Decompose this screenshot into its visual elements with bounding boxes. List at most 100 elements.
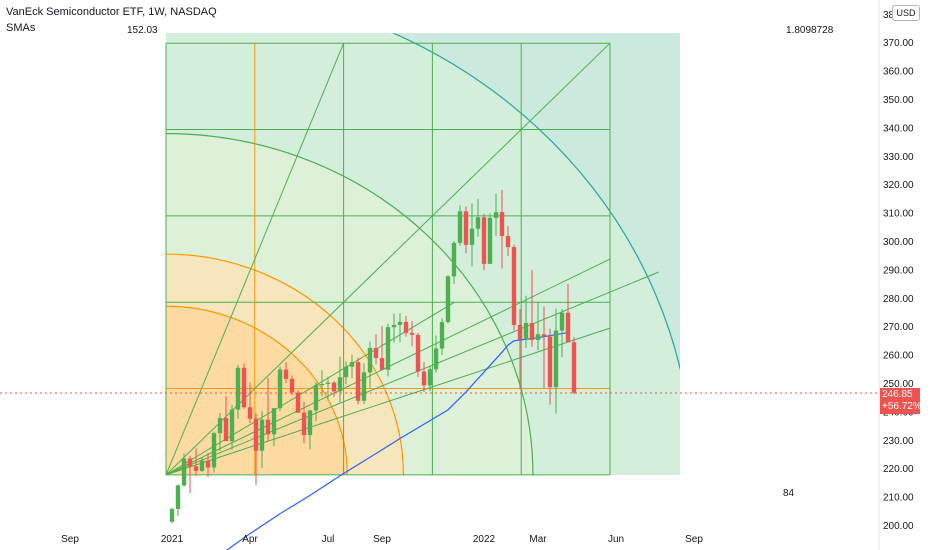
candle-body xyxy=(325,382,331,384)
candle-body xyxy=(523,322,529,340)
currency-button[interactable]: USD xyxy=(892,5,920,21)
candle-body xyxy=(181,458,187,486)
x-tick-label: Apr xyxy=(242,534,258,545)
y-tick-label: 230.00 xyxy=(883,436,914,447)
y-tick-label: 300.00 xyxy=(883,237,914,248)
y-tick-label: 350.00 xyxy=(883,95,914,106)
sma-line xyxy=(225,332,569,550)
candle-body xyxy=(463,211,469,245)
candle-body xyxy=(289,378,295,393)
candle-body xyxy=(241,367,247,408)
candle-body xyxy=(385,327,391,370)
gann-label-top-right: 1.8098728 xyxy=(786,25,834,36)
candle-body xyxy=(313,385,319,411)
candle-body xyxy=(205,460,211,468)
price-axis: 200.00210.00220.00230.00240.00250.00260.… xyxy=(878,0,932,550)
candle-body xyxy=(553,330,559,388)
candle-body xyxy=(355,362,361,401)
candle-body xyxy=(451,242,457,277)
candle-body xyxy=(229,409,235,442)
candle-body xyxy=(343,366,349,378)
candle-body xyxy=(469,228,475,245)
candle-body xyxy=(403,321,409,333)
x-tick-label: Sep xyxy=(61,534,79,545)
time-axis: Sep 2021 Apr Jul Sep 2022 Mar Jun Sep xyxy=(61,534,703,545)
candle-body xyxy=(235,367,241,410)
candle-body xyxy=(559,312,565,331)
candle-body xyxy=(265,419,271,435)
candle-body xyxy=(427,369,433,386)
candle-body xyxy=(493,212,499,218)
y-tick-label: 260.00 xyxy=(883,351,914,362)
last-price-badge: 246.85 +56.72% xyxy=(880,388,922,414)
candle-body xyxy=(169,508,175,522)
gann-arc xyxy=(166,133,534,475)
gann-arc xyxy=(166,305,348,475)
candle-body xyxy=(499,212,505,237)
candle-body xyxy=(187,458,193,467)
candle-body xyxy=(529,322,535,340)
candle-body xyxy=(505,236,511,248)
gann-fan-line xyxy=(165,327,611,476)
candle-body xyxy=(361,372,367,401)
y-tick-label: 290.00 xyxy=(883,265,914,276)
candle-body xyxy=(337,377,343,392)
price-change: +56.72% xyxy=(882,401,922,412)
candle-body xyxy=(247,407,253,419)
gann-fan-line xyxy=(165,43,345,476)
y-tick-label: 280.00 xyxy=(883,294,914,305)
candle-body xyxy=(277,369,283,409)
y-tick-label: 220.00 xyxy=(883,464,914,475)
gann-arc xyxy=(391,33,680,371)
candle-body xyxy=(415,334,421,372)
candle-body xyxy=(397,321,403,325)
y-tick-label: 330.00 xyxy=(883,152,914,163)
y-tick-label: 250.00 xyxy=(883,379,914,390)
candle-body xyxy=(409,332,415,335)
candle-body xyxy=(295,392,301,413)
candle-body xyxy=(199,460,205,471)
candle-body xyxy=(535,334,541,340)
y-tick-label: 270.00 xyxy=(883,322,914,333)
candle-body xyxy=(571,342,577,393)
candle-body xyxy=(481,217,487,264)
x-tick-label: 2022 xyxy=(473,534,496,545)
candle-body xyxy=(373,347,379,359)
x-tick-label: 2021 xyxy=(161,534,184,545)
candle-body xyxy=(175,485,181,509)
candle-body xyxy=(565,312,571,343)
candle-body xyxy=(283,369,289,379)
x-tick-label: Sep xyxy=(685,534,703,545)
candle-body xyxy=(457,211,463,243)
y-tick-label: 200.00 xyxy=(883,521,914,532)
candle-body xyxy=(511,247,517,325)
y-tick-label: 310.00 xyxy=(883,209,914,220)
y-tick-label: 340.00 xyxy=(883,123,914,134)
candle-body xyxy=(445,276,451,323)
x-tick-label: Sep xyxy=(373,534,391,545)
candle-body xyxy=(271,408,277,435)
x-tick-label: Mar xyxy=(529,534,547,545)
chart-title: VanEck Semiconductor ETF, 1W, NASDAQ xyxy=(6,6,217,18)
gann-label-top-left: 152.03 xyxy=(127,25,158,36)
candle-body xyxy=(379,358,385,370)
candle-body xyxy=(421,371,427,386)
y-tick-label: 360.00 xyxy=(883,67,914,78)
last-price: 246.85 xyxy=(882,389,913,400)
candle-body xyxy=(439,322,445,349)
candle-body xyxy=(487,217,493,264)
candle-body xyxy=(253,418,259,451)
y-tick-label: 210.00 xyxy=(883,493,914,504)
candle-body xyxy=(331,382,337,392)
candle-body xyxy=(433,348,439,370)
y-tick-label: 370.00 xyxy=(883,38,914,49)
candle-body xyxy=(391,324,397,328)
sma-path xyxy=(225,332,569,550)
candle-body xyxy=(301,412,307,436)
x-tick-label: Jun xyxy=(608,534,624,545)
indicator-label[interactable]: SMAs xyxy=(6,22,36,34)
candle-body xyxy=(541,334,547,337)
candle-body xyxy=(193,466,199,471)
candle-body xyxy=(307,410,313,436)
